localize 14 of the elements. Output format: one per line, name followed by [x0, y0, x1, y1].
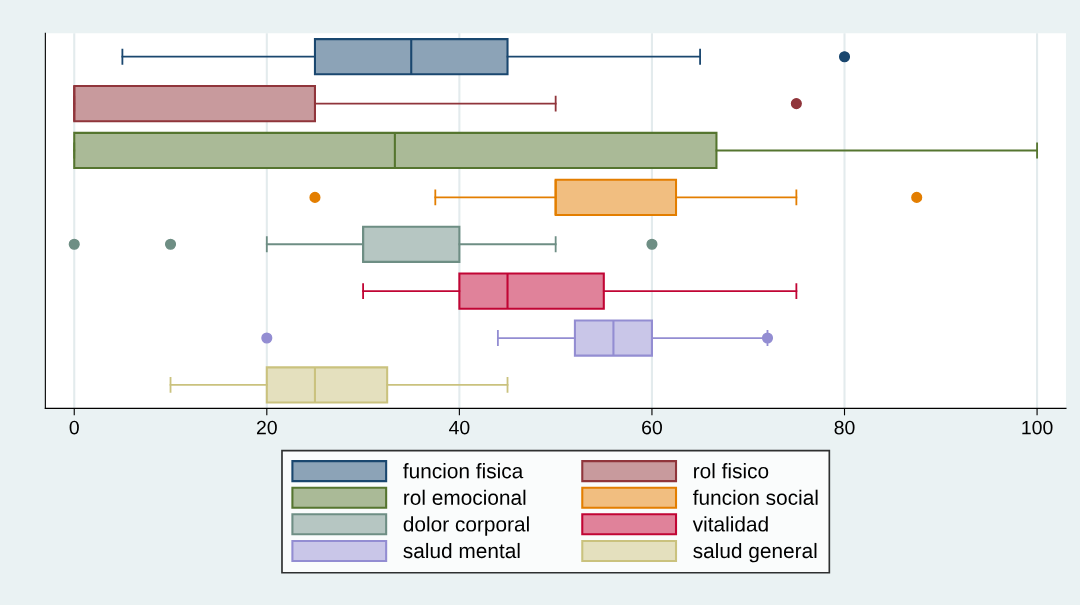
- legend-label: dolor corporal: [403, 516, 529, 536]
- x-tick-label: 60: [642, 420, 662, 435]
- x-tick-label: 80: [834, 420, 855, 435]
- x-tick-label: 20: [256, 420, 277, 435]
- x-tick-label: 100: [1022, 420, 1053, 435]
- legend-label: funcion fisica: [403, 463, 524, 479]
- legend-label: vitalidad: [692, 516, 768, 532]
- legend-label: rol emocional: [404, 489, 526, 505]
- x-tick-label: 0: [69, 420, 79, 435]
- legend-label: salud mental: [403, 542, 520, 559]
- legend-label: rol fisico: [694, 463, 769, 479]
- legend-label: funcion social: [692, 489, 818, 505]
- x-tick-label: 40: [449, 420, 470, 435]
- legend-label: salud general: [693, 542, 817, 563]
